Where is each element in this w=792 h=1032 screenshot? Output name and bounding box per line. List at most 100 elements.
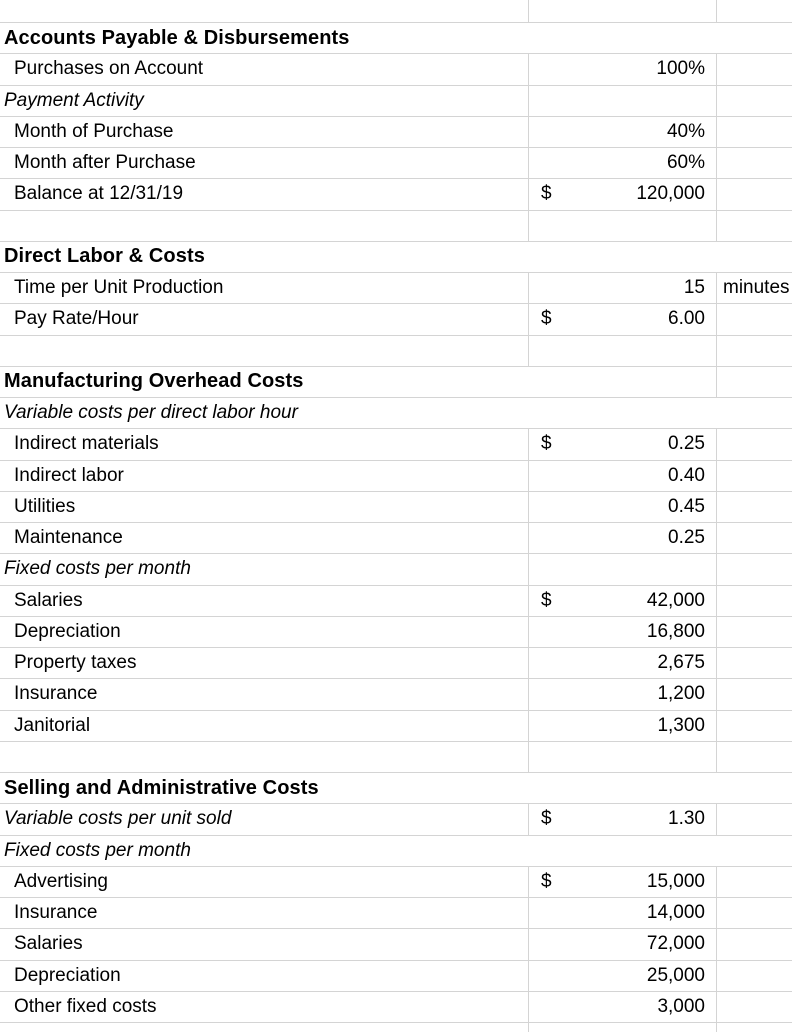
row-label-cell[interactable] (0, 1023, 528, 1032)
row-value-cell[interactable]: 60% (528, 148, 717, 179)
row-value-cell[interactable] (528, 773, 717, 803)
row-label-cell[interactable]: Direct Labor & Costs (0, 242, 528, 272)
row-label-cell[interactable]: Selling and Administrative Costs (0, 773, 528, 803)
row-unit-cell[interactable] (717, 211, 792, 241)
row-value-cell[interactable]: 0.45 (528, 491, 717, 522)
row-unit-cell[interactable] (717, 429, 792, 459)
row-unit-cell[interactable] (717, 929, 792, 959)
row-value-cell[interactable]: 0.25 (528, 523, 717, 554)
row-value-cell[interactable]: $ 0.25 (528, 429, 717, 460)
row-unit-cell[interactable]: minutes (717, 273, 792, 303)
row-value-cell[interactable] (528, 210, 717, 241)
row-unit-cell[interactable] (717, 54, 792, 84)
row-label-cell[interactable]: Utilities (0, 492, 528, 522)
row-unit-cell[interactable] (717, 804, 792, 834)
row-label-cell[interactable]: Salaries (0, 586, 528, 616)
row-unit-cell[interactable] (717, 1023, 792, 1032)
row-value-cell[interactable]: 40% (528, 116, 717, 147)
row-unit-cell[interactable] (717, 648, 792, 678)
row-label-cell[interactable] (0, 211, 528, 241)
row-value-cell[interactable]: 15 (528, 273, 717, 304)
row-unit-cell[interactable] (717, 23, 792, 53)
row-value-cell[interactable]: 100% (528, 54, 717, 85)
row-value-cell[interactable] (528, 366, 717, 397)
row-label-cell[interactable]: Month after Purchase (0, 148, 528, 178)
row-value-cell[interactable]: 0.40 (528, 460, 717, 491)
row-unit-cell[interactable] (717, 554, 792, 584)
row-unit-cell[interactable] (717, 679, 792, 709)
row-value-cell[interactable] (528, 85, 717, 116)
row-unit-cell[interactable] (717, 86, 792, 116)
row-unit-cell[interactable] (717, 398, 792, 428)
row-label-cell[interactable]: Pay Rate/Hour (0, 304, 528, 334)
row-value-cell[interactable] (528, 23, 717, 53)
row-unit-cell[interactable] (717, 336, 792, 366)
row-value-cell[interactable]: 25,000 (528, 960, 717, 991)
row-label-cell[interactable]: Payment Activity (0, 86, 528, 116)
row-unit-cell[interactable] (717, 242, 792, 272)
row-label-cell[interactable]: Variable costs per direct labor hour (0, 398, 528, 428)
row-value-cell[interactable] (528, 335, 717, 366)
row-value-cell[interactable]: $ 120,000 (528, 179, 717, 210)
row-value-cell[interactable]: $ 1.30 (528, 804, 717, 835)
row-value-cell[interactable] (528, 242, 717, 272)
row-label-cell[interactable]: Month of Purchase (0, 117, 528, 147)
row-unit-cell[interactable] (717, 961, 792, 991)
row-unit-cell[interactable] (717, 492, 792, 522)
row-label-cell[interactable] (0, 742, 528, 772)
row-unit-cell[interactable] (717, 617, 792, 647)
row-unit-cell[interactable] (717, 992, 792, 1022)
row-label-cell[interactable] (0, 0, 528, 22)
row-value-cell[interactable]: 14,000 (528, 898, 717, 929)
row-label-cell[interactable]: Insurance (0, 898, 528, 928)
row-label-cell[interactable]: Depreciation (0, 617, 528, 647)
row-value-cell[interactable]: $ 6.00 (528, 304, 717, 335)
row-unit-cell[interactable] (717, 711, 792, 741)
row-value-cell[interactable] (528, 554, 717, 585)
row-unit-cell[interactable] (717, 0, 792, 22)
row-value-cell[interactable]: $ 15,000 (528, 866, 717, 897)
row-label-cell[interactable]: Indirect materials (0, 429, 528, 459)
row-label-cell[interactable]: Other fixed costs (0, 992, 528, 1022)
row-value-cell[interactable] (528, 1023, 717, 1032)
row-value-cell[interactable]: 1,200 (528, 679, 717, 710)
row-unit-cell[interactable] (717, 367, 792, 397)
row-unit-cell[interactable] (717, 523, 792, 553)
row-label-cell[interactable]: Maintenance (0, 523, 528, 553)
row-label-cell[interactable]: Salaries (0, 929, 528, 959)
row-label-cell[interactable]: Advertising (0, 867, 528, 897)
row-label-cell[interactable]: Manufacturing Overhead Costs (0, 367, 528, 397)
row-value-cell[interactable]: 1,300 (528, 710, 717, 741)
row-label-cell[interactable]: Insurance (0, 679, 528, 709)
row-unit-cell[interactable] (717, 148, 792, 178)
row-unit-cell[interactable] (717, 117, 792, 147)
row-label-cell[interactable]: Property taxes (0, 648, 528, 678)
row-label-cell[interactable]: Accounts Payable & Disbursements (0, 23, 528, 53)
row-label-cell[interactable] (0, 336, 528, 366)
row-unit-cell[interactable] (717, 742, 792, 772)
row-value-cell[interactable] (528, 398, 717, 428)
row-label-cell[interactable]: Balance at 12/31/19 (0, 179, 528, 209)
row-unit-cell[interactable] (717, 898, 792, 928)
row-label-cell[interactable]: Indirect labor (0, 461, 528, 491)
row-value-cell[interactable] (528, 741, 717, 772)
row-label-cell[interactable]: Fixed costs per month (0, 554, 528, 584)
row-value-cell[interactable]: 2,675 (528, 648, 717, 679)
row-label-cell[interactable]: Janitorial (0, 711, 528, 741)
row-value-cell[interactable] (528, 0, 717, 22)
row-unit-cell[interactable] (717, 461, 792, 491)
row-unit-cell[interactable] (717, 867, 792, 897)
row-value-cell[interactable]: 72,000 (528, 929, 717, 960)
row-unit-cell[interactable] (717, 304, 792, 334)
row-unit-cell[interactable] (717, 836, 792, 866)
row-label-cell[interactable]: Purchases on Account (0, 54, 528, 84)
row-label-cell[interactable]: Time per Unit Production (0, 273, 528, 303)
row-label-cell[interactable]: Depreciation (0, 961, 528, 991)
row-value-cell[interactable]: 16,800 (528, 616, 717, 647)
row-unit-cell[interactable] (717, 179, 792, 209)
row-unit-cell[interactable] (717, 586, 792, 616)
row-label-cell[interactable]: Variable costs per unit sold (0, 804, 528, 834)
row-value-cell[interactable]: 3,000 (528, 991, 717, 1022)
row-label-cell[interactable]: Fixed costs per month (0, 836, 528, 866)
row-value-cell[interactable] (528, 836, 717, 866)
